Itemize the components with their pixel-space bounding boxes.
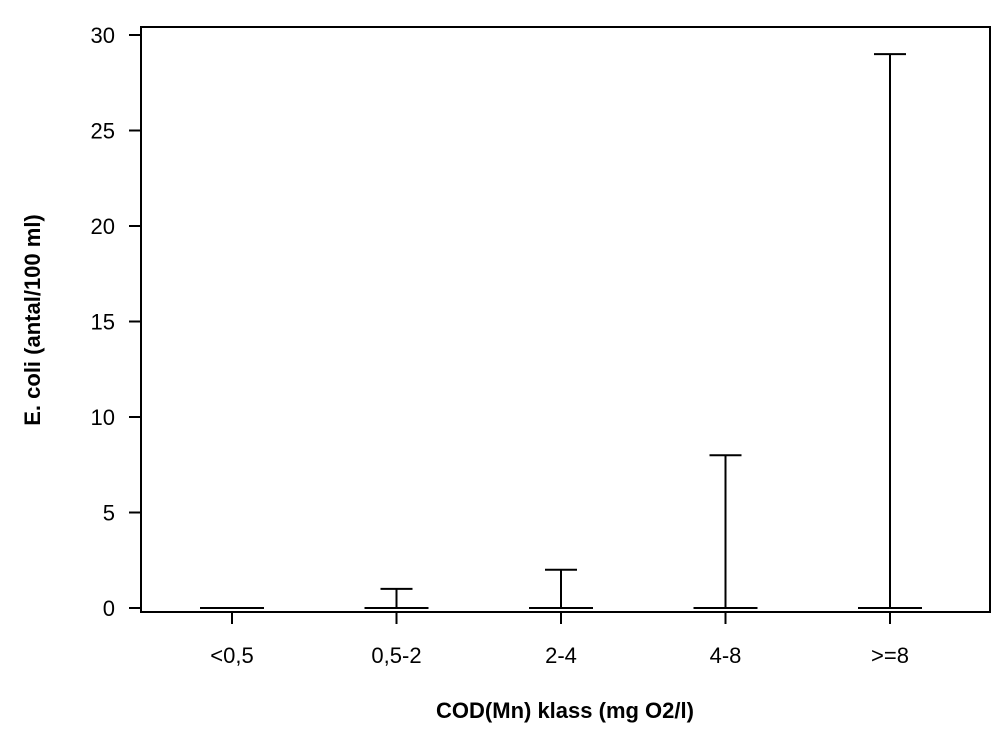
x-axis: <0,5 0,5-2 2-4 4-8 >=8	[210, 612, 909, 668]
y-axis: 0 5 10 15 20 25 30	[91, 23, 141, 621]
x-tick-label: 2-4	[545, 643, 577, 668]
y-tick-label: 25	[91, 119, 115, 144]
y-tick-label: 30	[91, 23, 115, 48]
x-tick-label: >=8	[871, 643, 909, 668]
y-tick-label: 20	[91, 214, 115, 239]
x-tick-label: <0,5	[210, 643, 253, 668]
y-tick-label: 5	[103, 501, 115, 526]
x-axis-title: COD(Mn) klass (mg O2/l)	[436, 698, 694, 723]
x-tick-label: 4-8	[710, 643, 742, 668]
y-tick-label: 10	[91, 405, 115, 430]
plot-marks	[200, 53, 922, 609]
y-tick-label: 0	[103, 596, 115, 621]
plot-frame	[140, 26, 991, 613]
y-tick-label: 15	[91, 310, 115, 335]
x-tick-label: 0,5-2	[371, 643, 421, 668]
y-axis-title: E. coli (antal/100 ml)	[20, 214, 45, 426]
